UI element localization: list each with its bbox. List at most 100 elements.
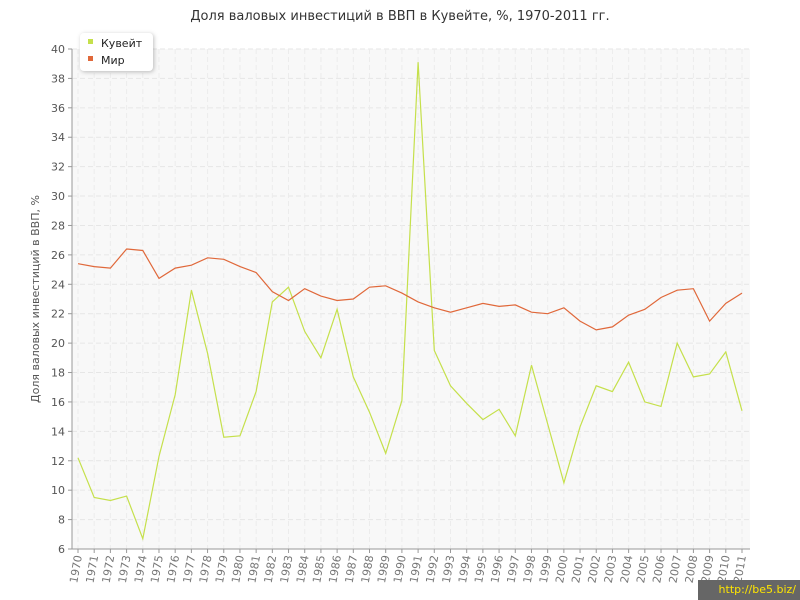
- data-point-kuwait[interactable]: [415, 59, 421, 65]
- data-point-world[interactable]: [188, 262, 194, 268]
- legend-swatch-world: [88, 56, 93, 61]
- data-point-kuwait[interactable]: [156, 453, 162, 459]
- data-point-world[interactable]: [723, 300, 729, 306]
- data-point-world[interactable]: [399, 290, 405, 296]
- data-point-world[interactable]: [221, 256, 227, 262]
- data-point-kuwait[interactable]: [480, 417, 486, 423]
- data-point-kuwait[interactable]: [512, 433, 518, 439]
- data-point-kuwait[interactable]: [561, 480, 567, 486]
- data-point-kuwait[interactable]: [431, 347, 437, 353]
- data-point-kuwait[interactable]: [318, 355, 324, 361]
- data-point-world[interactable]: [431, 305, 437, 311]
- data-point-kuwait[interactable]: [496, 406, 502, 412]
- data-point-kuwait[interactable]: [399, 397, 405, 403]
- data-point-kuwait[interactable]: [253, 389, 259, 395]
- data-point-world[interactable]: [91, 264, 97, 270]
- data-point-kuwait[interactable]: [528, 362, 534, 368]
- data-point-world[interactable]: [447, 309, 453, 315]
- data-point-kuwait[interactable]: [383, 450, 389, 456]
- data-point-world[interactable]: [269, 289, 275, 295]
- data-point-world[interactable]: [464, 305, 470, 311]
- data-point-kuwait[interactable]: [107, 497, 113, 503]
- axes: [71, 49, 750, 550]
- data-point-kuwait[interactable]: [367, 409, 373, 415]
- data-point-kuwait[interactable]: [124, 493, 130, 499]
- legend[interactable]: Кувейт Мир: [80, 33, 153, 71]
- data-point-kuwait[interactable]: [545, 421, 551, 427]
- data-point-kuwait[interactable]: [286, 284, 292, 290]
- data-point-world[interactable]: [172, 265, 178, 271]
- data-point-world[interactable]: [415, 299, 421, 305]
- data-point-kuwait[interactable]: [237, 433, 243, 439]
- data-point-kuwait[interactable]: [75, 455, 81, 461]
- data-point-world[interactable]: [577, 318, 583, 324]
- watermark-link[interactable]: http://be5.biz/: [698, 580, 800, 600]
- data-point-kuwait[interactable]: [593, 383, 599, 389]
- data-point-world[interactable]: [302, 286, 308, 292]
- data-point-world[interactable]: [318, 293, 324, 299]
- data-point-kuwait[interactable]: [723, 349, 729, 355]
- data-point-world[interactable]: [286, 297, 292, 303]
- x-tick-label: 1986: [326, 554, 344, 584]
- y-tick-label: 6: [58, 543, 65, 556]
- data-point-world[interactable]: [528, 309, 534, 315]
- data-point-world[interactable]: [124, 246, 130, 252]
- x-tick-label: 1995: [472, 554, 490, 584]
- legend-label-world[interactable]: Мир: [101, 54, 125, 67]
- data-point-world[interactable]: [350, 296, 356, 302]
- data-point-kuwait[interactable]: [188, 287, 194, 293]
- data-point-world[interactable]: [75, 261, 81, 267]
- data-point-world[interactable]: [480, 300, 486, 306]
- data-point-kuwait[interactable]: [140, 536, 146, 542]
- data-point-world[interactable]: [658, 295, 664, 301]
- plot-area: [72, 49, 750, 549]
- data-point-kuwait[interactable]: [577, 424, 583, 430]
- y-tick-label: 18: [51, 367, 65, 380]
- y-axis-label: Доля валовых инвестиций в ВВП, %: [29, 195, 42, 403]
- data-point-world[interactable]: [156, 275, 162, 281]
- data-point-kuwait[interactable]: [674, 340, 680, 346]
- data-point-world[interactable]: [707, 318, 713, 324]
- data-point-world[interactable]: [496, 303, 502, 309]
- data-point-kuwait[interactable]: [302, 328, 308, 334]
- data-point-world[interactable]: [593, 327, 599, 333]
- data-point-kuwait[interactable]: [447, 383, 453, 389]
- data-point-kuwait[interactable]: [350, 374, 356, 380]
- x-tick-label: 2006: [650, 554, 668, 584]
- legend-label-kuwait[interactable]: Кувейт: [101, 37, 143, 50]
- data-point-world[interactable]: [367, 284, 373, 290]
- data-point-kuwait[interactable]: [269, 299, 275, 305]
- data-point-world[interactable]: [140, 247, 146, 253]
- series-line-world[interactable]: [77, 248, 743, 331]
- series-line-kuwait[interactable]: [77, 62, 743, 541]
- data-point-world[interactable]: [690, 286, 696, 292]
- data-point-world[interactable]: [253, 270, 259, 276]
- data-point-kuwait[interactable]: [91, 495, 97, 501]
- data-point-kuwait[interactable]: [739, 408, 745, 414]
- data-point-world[interactable]: [383, 283, 389, 289]
- data-point-world[interactable]: [334, 297, 340, 303]
- data-point-world[interactable]: [561, 305, 567, 311]
- data-point-world[interactable]: [107, 265, 113, 271]
- data-point-kuwait[interactable]: [690, 374, 696, 380]
- data-point-world[interactable]: [237, 264, 243, 270]
- data-point-world[interactable]: [609, 324, 615, 330]
- data-point-world[interactable]: [545, 311, 551, 317]
- data-point-kuwait[interactable]: [609, 389, 615, 395]
- data-point-kuwait[interactable]: [707, 371, 713, 377]
- data-point-kuwait[interactable]: [334, 306, 340, 312]
- x-tick-label: 2009: [699, 554, 717, 584]
- data-point-kuwait[interactable]: [205, 350, 211, 356]
- data-point-world[interactable]: [626, 312, 632, 318]
- data-point-kuwait[interactable]: [626, 359, 632, 365]
- data-point-world[interactable]: [642, 306, 648, 312]
- data-point-kuwait[interactable]: [221, 434, 227, 440]
- data-point-kuwait[interactable]: [464, 400, 470, 406]
- data-point-kuwait[interactable]: [658, 403, 664, 409]
- data-point-kuwait[interactable]: [172, 392, 178, 398]
- data-point-world[interactable]: [205, 255, 211, 261]
- data-point-world[interactable]: [739, 290, 745, 296]
- data-point-world[interactable]: [512, 302, 518, 308]
- data-point-kuwait[interactable]: [642, 399, 648, 405]
- data-point-world[interactable]: [674, 287, 680, 293]
